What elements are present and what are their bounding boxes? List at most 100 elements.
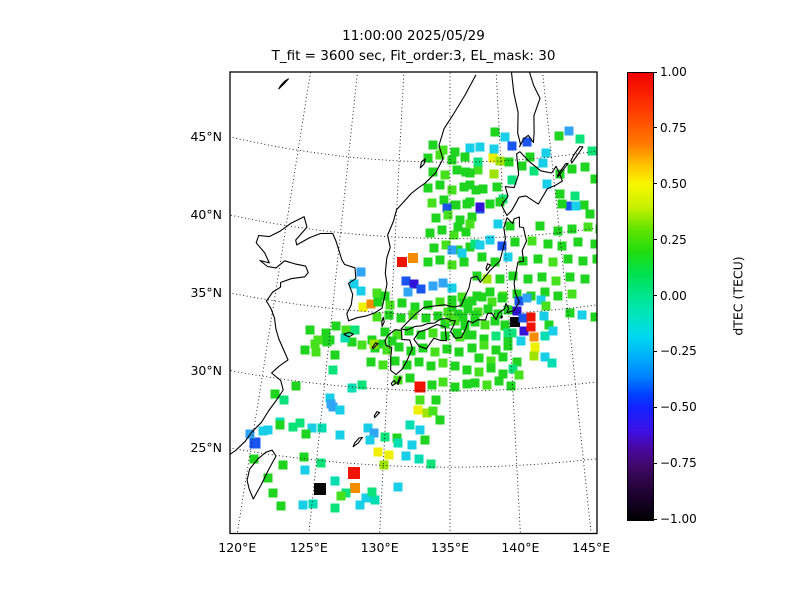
dtec-cell bbox=[541, 148, 551, 158]
dtec-cell bbox=[518, 313, 528, 323]
dtec-cell bbox=[300, 465, 310, 475]
gridline-lon-130 bbox=[379, 72, 405, 534]
dtec-cell bbox=[409, 279, 419, 289]
colorbar-label: dTEC (TECU) bbox=[730, 255, 746, 336]
dtec-cell bbox=[438, 358, 448, 368]
dtec-cell bbox=[275, 420, 285, 430]
coastline-taiwan bbox=[246, 449, 277, 500]
dtec-cell bbox=[408, 310, 418, 320]
colorbar-tick-label-−0.75: −0.75 bbox=[660, 456, 697, 471]
dtec-cell bbox=[390, 356, 400, 366]
dtec-cell bbox=[483, 304, 493, 314]
dtec-cell bbox=[457, 248, 467, 258]
dtec-cell bbox=[263, 425, 273, 435]
dtec-cell bbox=[392, 433, 402, 443]
dtec-cell bbox=[529, 332, 539, 342]
dtec-cell bbox=[308, 499, 318, 509]
dtec-cell bbox=[500, 132, 510, 142]
dtec-cell bbox=[474, 367, 484, 377]
dtec-cell bbox=[480, 320, 490, 330]
dtec-cell bbox=[367, 487, 377, 497]
y-tick-label-30: 30°N bbox=[190, 362, 222, 378]
dtec-cell bbox=[465, 242, 475, 252]
gridline-lat-35 bbox=[230, 292, 597, 316]
dtec-cell bbox=[410, 302, 420, 312]
dtec-cell bbox=[341, 488, 351, 498]
dtec-cell bbox=[413, 405, 423, 415]
dtec-cell bbox=[595, 224, 597, 234]
gridline-lon-140 bbox=[495, 72, 521, 534]
dtec-cell bbox=[335, 430, 345, 440]
dtec-cell bbox=[328, 365, 338, 375]
dtec-cell bbox=[433, 311, 443, 321]
dtec-cell bbox=[583, 222, 593, 232]
dtec-cell bbox=[348, 467, 360, 479]
dtec-cell bbox=[369, 339, 379, 349]
dtec-cell bbox=[330, 503, 340, 513]
dtec-cell bbox=[423, 257, 433, 267]
dtec-cell bbox=[580, 274, 590, 284]
dtec-cell bbox=[462, 379, 472, 389]
dtec-cell bbox=[335, 405, 345, 415]
dtec-cell bbox=[554, 131, 564, 141]
dtec-cell bbox=[551, 276, 561, 286]
dtec-cell bbox=[514, 370, 524, 380]
dtec-cell bbox=[461, 227, 471, 237]
dtec-cell bbox=[470, 378, 480, 388]
dtec-cell bbox=[580, 162, 590, 172]
dtec-cell bbox=[439, 195, 449, 205]
dtec-cell bbox=[485, 287, 495, 297]
dtec-cell bbox=[447, 155, 457, 165]
x-tick-label-135: 135°E bbox=[430, 539, 469, 555]
dtec-cell bbox=[497, 241, 507, 251]
dtec-cell bbox=[475, 142, 485, 152]
dtec-cell bbox=[415, 425, 425, 435]
dtec-cell bbox=[427, 198, 437, 208]
dtec-cell bbox=[316, 458, 326, 468]
colorbar-tick bbox=[653, 518, 657, 520]
dtec-cell bbox=[543, 239, 553, 249]
dtec-cell bbox=[516, 336, 526, 346]
dtec-cell bbox=[512, 306, 522, 316]
dtec-cell bbox=[590, 239, 597, 249]
dtec-cell bbox=[435, 415, 445, 425]
dtec-cell bbox=[497, 293, 507, 303]
dtec-cell bbox=[404, 326, 414, 336]
dtec-cell bbox=[453, 309, 463, 319]
coastline-sakhalin bbox=[510, 72, 541, 148]
dtec-cell bbox=[498, 352, 508, 362]
gridline-lon-120 bbox=[236, 72, 312, 534]
dtec-cell bbox=[465, 219, 475, 229]
dtec-cell bbox=[458, 312, 468, 322]
y-tick-label-25: 25°N bbox=[190, 440, 222, 456]
dtec-cell bbox=[485, 199, 495, 209]
dtec-cell bbox=[459, 182, 469, 192]
dtec-cell bbox=[263, 473, 273, 483]
dtec-cell bbox=[491, 345, 501, 355]
dtec-cell bbox=[379, 460, 389, 470]
dtec-cell bbox=[447, 295, 457, 305]
dtec-cell bbox=[311, 347, 321, 357]
dtec-cell bbox=[565, 308, 575, 318]
dtec-cell bbox=[454, 347, 464, 357]
dtec-cell bbox=[538, 158, 548, 168]
dtec-cell bbox=[503, 335, 513, 345]
dtec-cell bbox=[300, 345, 310, 355]
dtec-cell bbox=[288, 422, 298, 432]
dtec-cell bbox=[495, 156, 505, 166]
dtec-cell bbox=[414, 381, 426, 393]
coastline-iturup bbox=[570, 145, 584, 164]
dtec-cell bbox=[298, 500, 308, 510]
dtec-cell bbox=[330, 476, 340, 486]
dtec-cell bbox=[503, 341, 513, 351]
dtec-cell bbox=[268, 488, 278, 498]
coastline-okinawa bbox=[352, 436, 363, 448]
dtec-cell bbox=[479, 340, 489, 350]
dtec-cell bbox=[539, 311, 549, 321]
dtec-cell bbox=[495, 274, 505, 284]
dtec-cell bbox=[340, 333, 350, 343]
dtec-cell bbox=[441, 240, 451, 250]
dtec-cell bbox=[370, 495, 380, 505]
dtec-cell bbox=[317, 423, 327, 433]
